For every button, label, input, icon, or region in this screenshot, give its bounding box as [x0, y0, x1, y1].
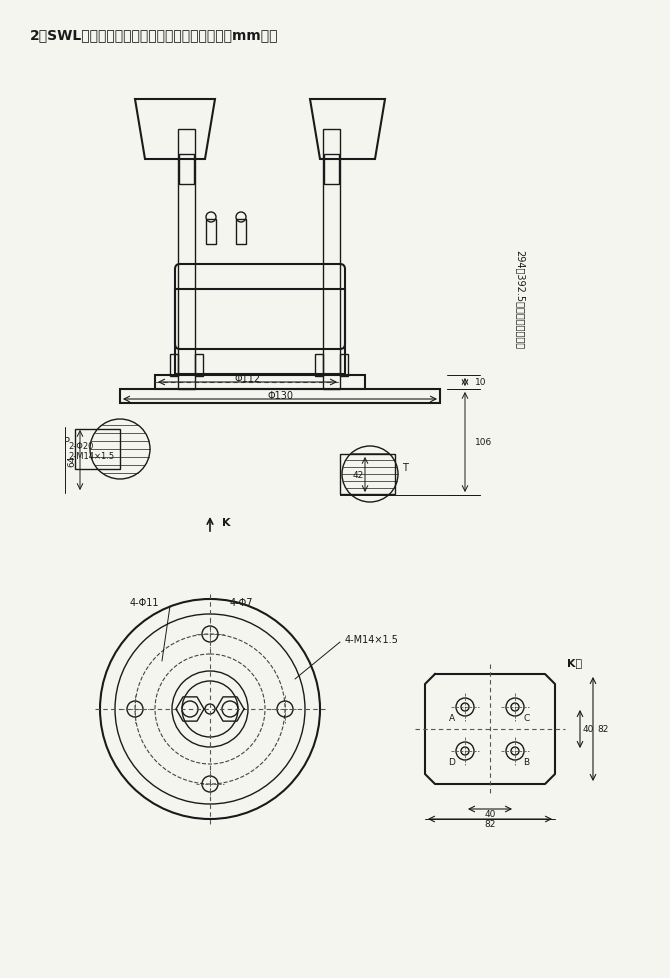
Bar — [323, 130, 340, 389]
Bar — [175, 289, 345, 375]
Text: K向: K向 — [567, 657, 582, 667]
Bar — [236, 220, 246, 244]
Bar — [340, 355, 348, 377]
Text: P: P — [64, 436, 70, 447]
Text: 40: 40 — [484, 809, 496, 819]
Text: A: A — [449, 714, 455, 723]
Text: 82: 82 — [484, 820, 496, 828]
Text: 4-Φ11: 4-Φ11 — [130, 598, 159, 607]
Text: T: T — [402, 463, 408, 472]
Text: 82: 82 — [597, 725, 608, 734]
Text: 4-Φ7: 4-Φ7 — [230, 598, 253, 607]
Text: 42: 42 — [352, 471, 364, 480]
Bar — [324, 155, 339, 185]
Bar — [155, 376, 365, 389]
Text: Φ112: Φ112 — [235, 374, 261, 383]
Text: Φ130: Φ130 — [267, 390, 293, 401]
Text: 40: 40 — [583, 725, 594, 734]
Text: 64: 64 — [68, 455, 76, 467]
Text: B: B — [523, 758, 529, 767]
Text: 10: 10 — [475, 378, 486, 387]
Bar — [178, 130, 195, 389]
Text: 2-Φ20: 2-Φ20 — [68, 442, 93, 451]
Text: 106: 106 — [475, 438, 492, 447]
Text: K: K — [222, 517, 230, 527]
Text: 4-M14×1.5: 4-M14×1.5 — [345, 635, 399, 645]
Bar — [315, 355, 323, 377]
Bar — [179, 155, 194, 185]
Bar — [170, 355, 178, 377]
Bar — [75, 429, 120, 469]
Text: D: D — [448, 758, 455, 767]
Text: 2、SWL型（二个手柄、弹跳定位、螺纹连接）（mm）：: 2、SWL型（二个手柄、弹跳定位、螺纹连接）（mm）： — [30, 28, 279, 42]
Bar — [195, 355, 203, 377]
Text: 2-M14×1.5: 2-M14×1.5 — [68, 452, 114, 461]
Bar — [120, 389, 440, 404]
Text: C: C — [523, 714, 529, 723]
Bar — [206, 220, 216, 244]
Text: 294、392.5或安用户需要配制: 294、392.5或安用户需要配制 — [515, 250, 525, 349]
Bar — [340, 455, 395, 495]
